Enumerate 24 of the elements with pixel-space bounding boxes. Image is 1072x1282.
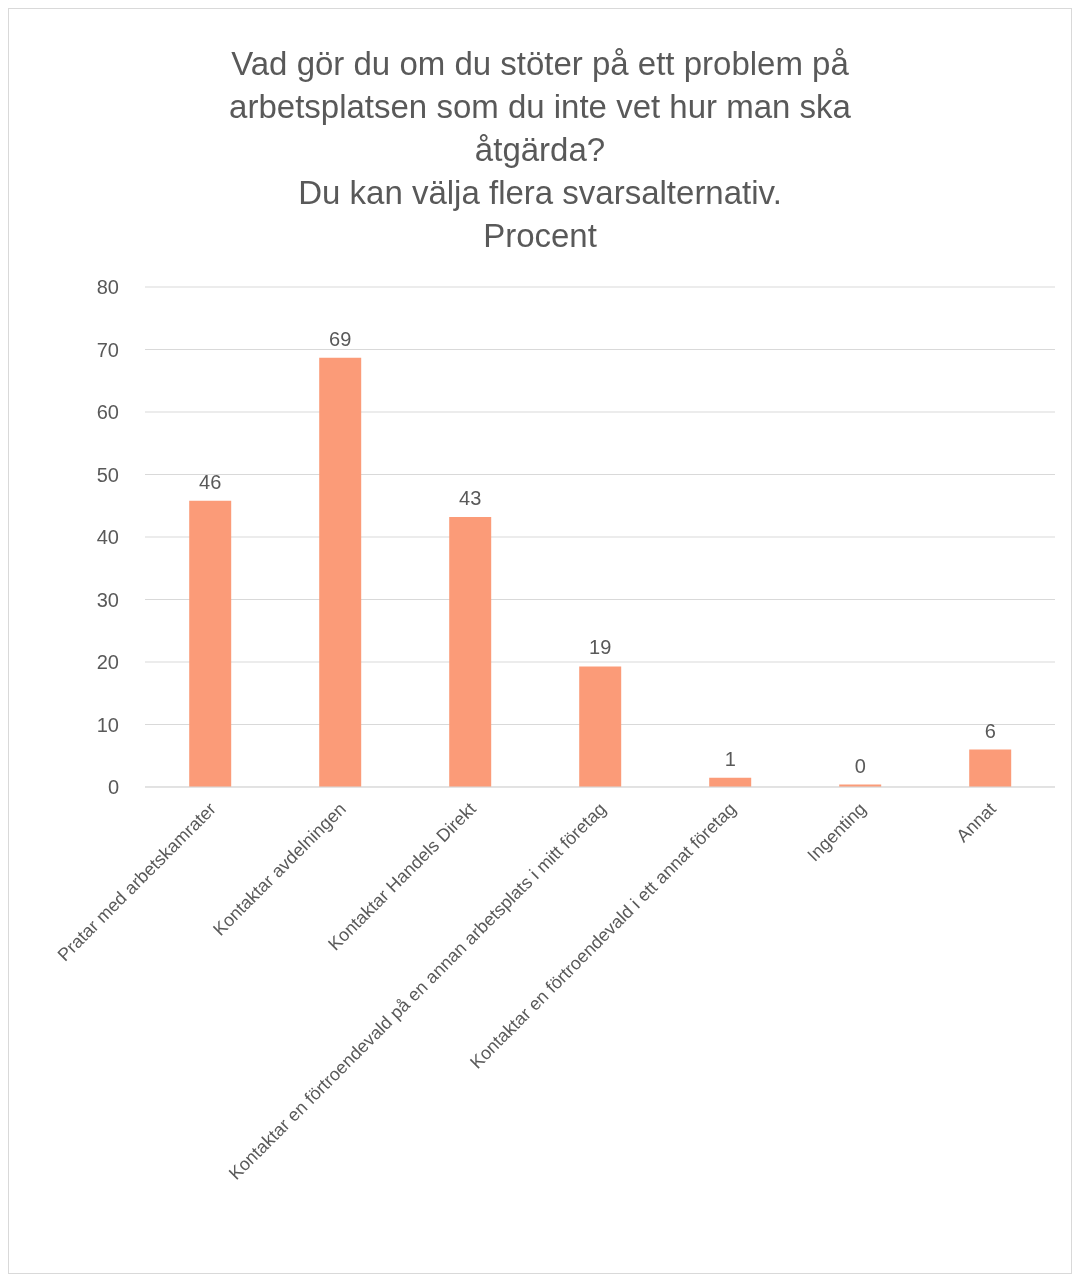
data-label: 46 — [199, 470, 222, 493]
data-label: 6 — [984, 719, 996, 742]
y-tick-label: 40 — [96, 526, 119, 549]
bar — [319, 357, 362, 787]
data-label: 0 — [854, 754, 866, 777]
bar — [579, 666, 622, 787]
chart-title: Vad gör du om du stöter på ett problem på arbetsplatsen som du inte vet hur man ska åtgärda? — [228, 44, 852, 170]
data-label: 19 — [589, 636, 612, 659]
data-label: 43 — [459, 487, 482, 509]
bar — [189, 500, 232, 787]
y-tick-label: 50 — [96, 463, 119, 486]
y-tick-label: 30 — [96, 588, 119, 611]
y-axis-title: Procent — [482, 216, 598, 256]
y-tick-label: 10 — [96, 713, 119, 736]
y-tick-label: 60 — [96, 401, 119, 424]
data-label: 69 — [329, 327, 352, 350]
bar — [449, 517, 492, 787]
chart-subtitle: Du kan välja flera svarsalternativ. — [297, 173, 783, 213]
y-tick-label: 70 — [96, 338, 119, 361]
y-tick-label: 80 — [96, 276, 119, 299]
y-tick-label: 20 — [96, 651, 119, 674]
bar — [969, 749, 1012, 787]
data-label: 1 — [724, 747, 736, 770]
y-tick-label: 0 — [107, 776, 119, 799]
